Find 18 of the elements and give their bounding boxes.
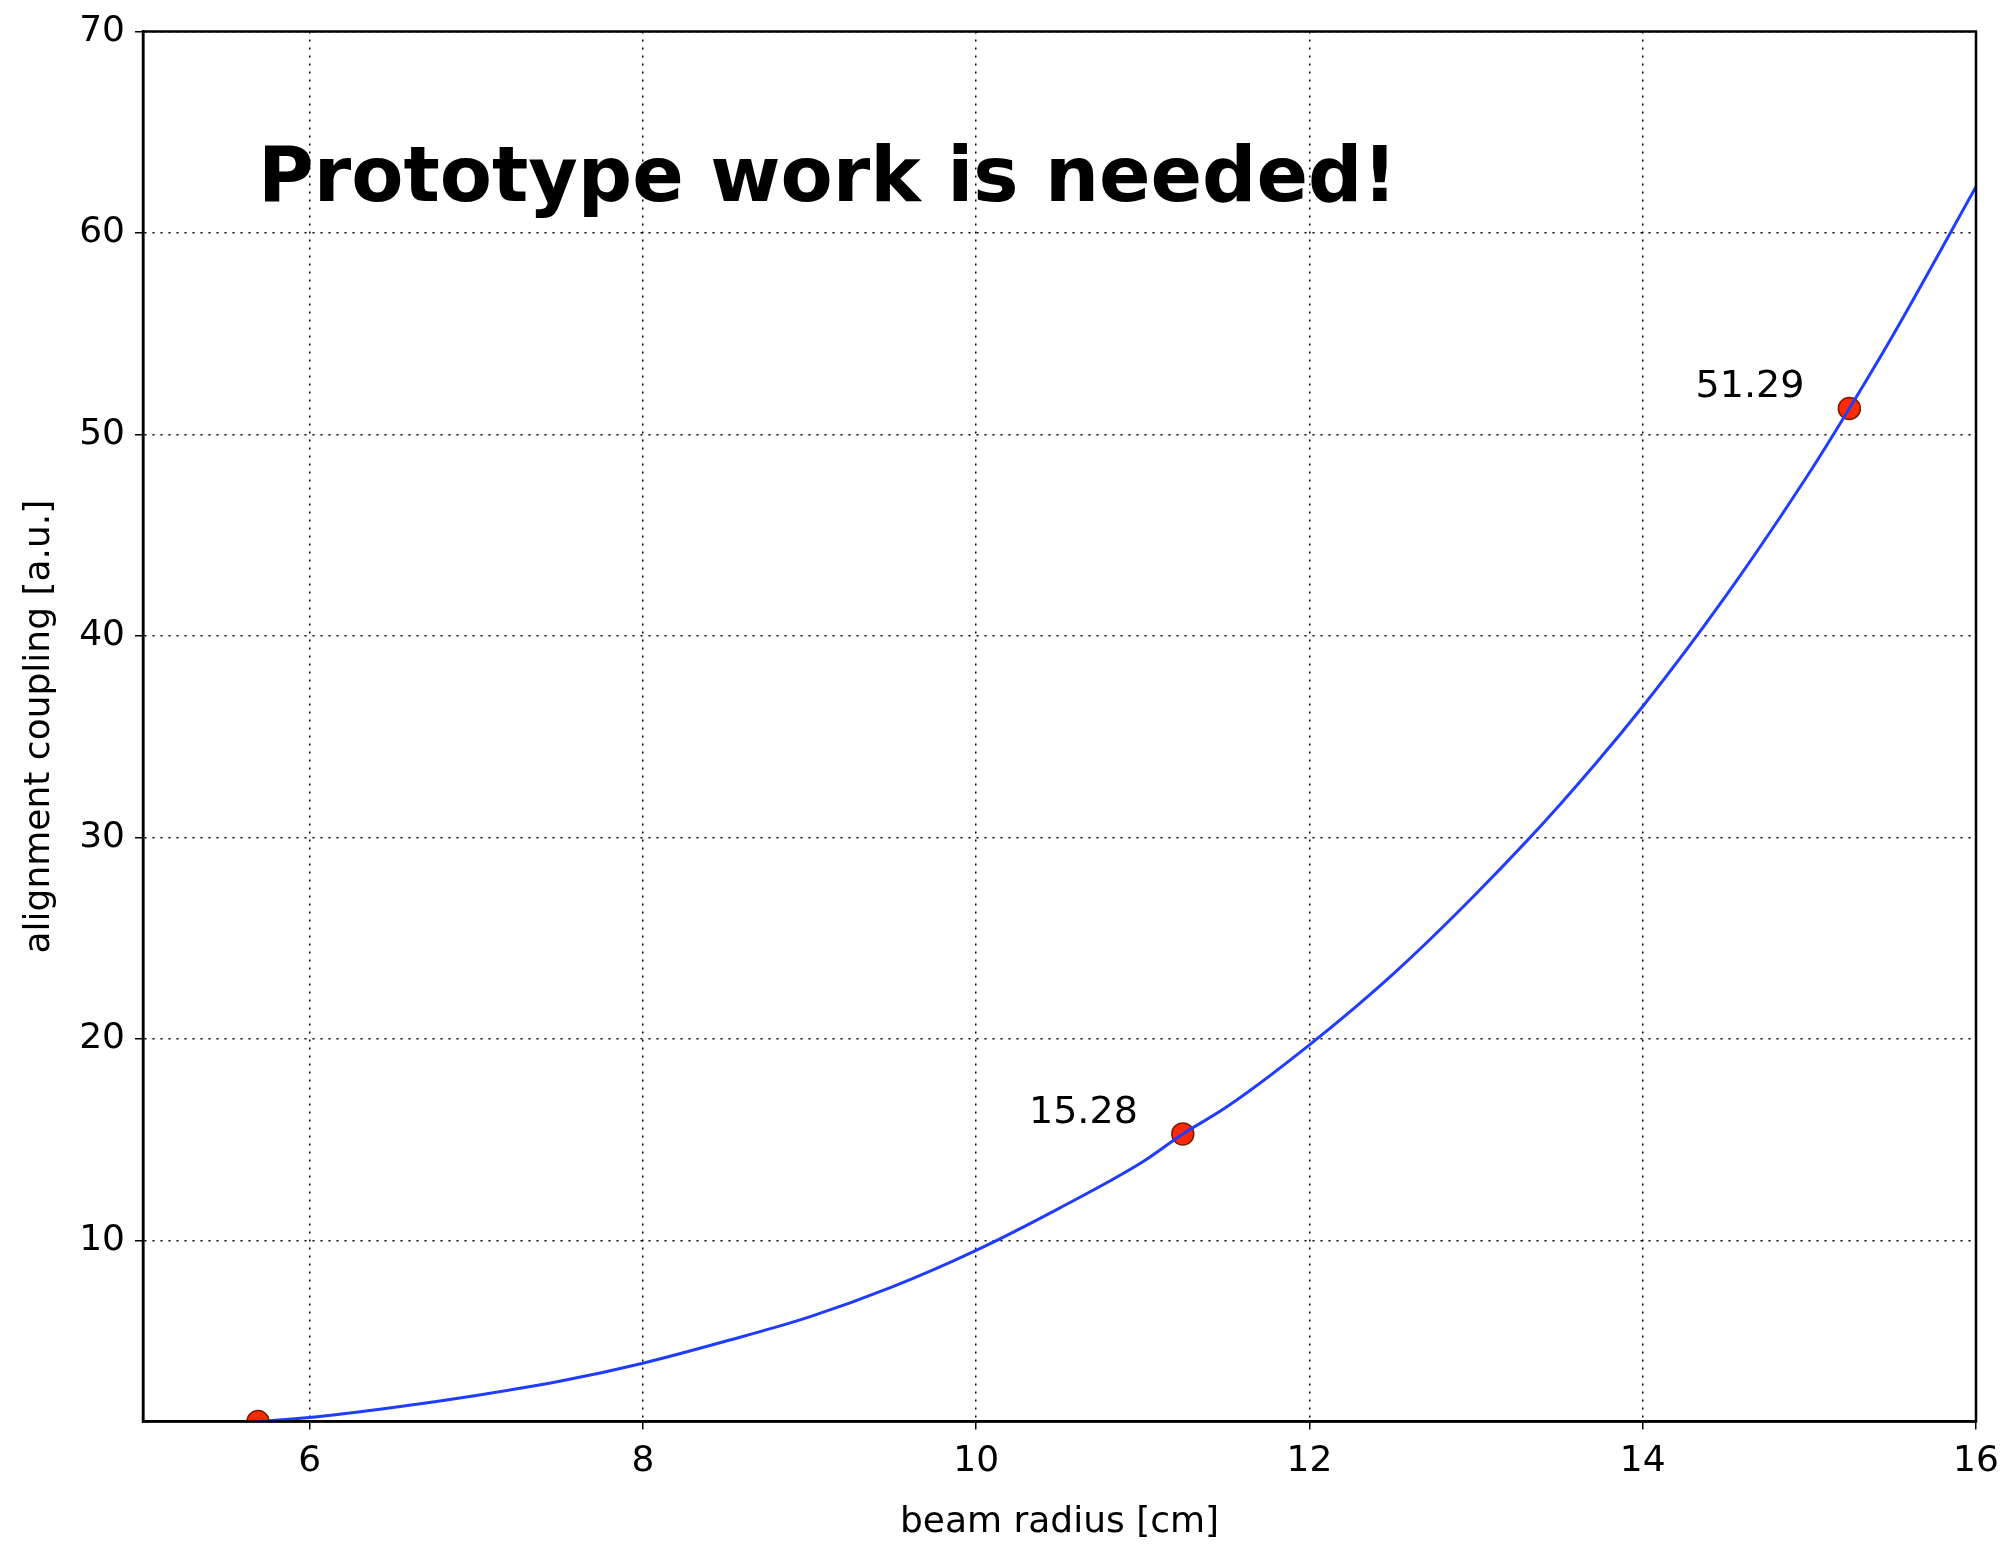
y-tick-label: 40	[79, 612, 126, 654]
x-tick-label: 16	[1953, 1437, 1999, 1479]
y-tick-label: 20	[79, 1015, 126, 1057]
y-tick-label: 30	[79, 813, 126, 855]
x-tick-label: 10	[953, 1437, 1000, 1479]
y-tick-label: 70	[79, 7, 126, 49]
y-tick-label: 50	[79, 410, 126, 452]
x-tick-label: 8	[631, 1437, 655, 1479]
x-tick-label: 12	[1286, 1437, 1333, 1479]
x-axis-title: beam radius [cm]	[899, 1498, 1220, 1540]
data-label: 51.29	[1695, 362, 1805, 407]
y-tick-label: 10	[79, 1216, 126, 1258]
x-tick-label: 14	[1619, 1437, 1666, 1479]
y-tick-label: 60	[79, 209, 126, 251]
data-label: 15.28	[1029, 1087, 1138, 1132]
y-axis-title: alignment coupling [a.u.]	[15, 499, 57, 954]
x-tick-label: 6	[298, 1437, 322, 1479]
annotation: Prototype work is needed!	[258, 130, 1398, 220]
